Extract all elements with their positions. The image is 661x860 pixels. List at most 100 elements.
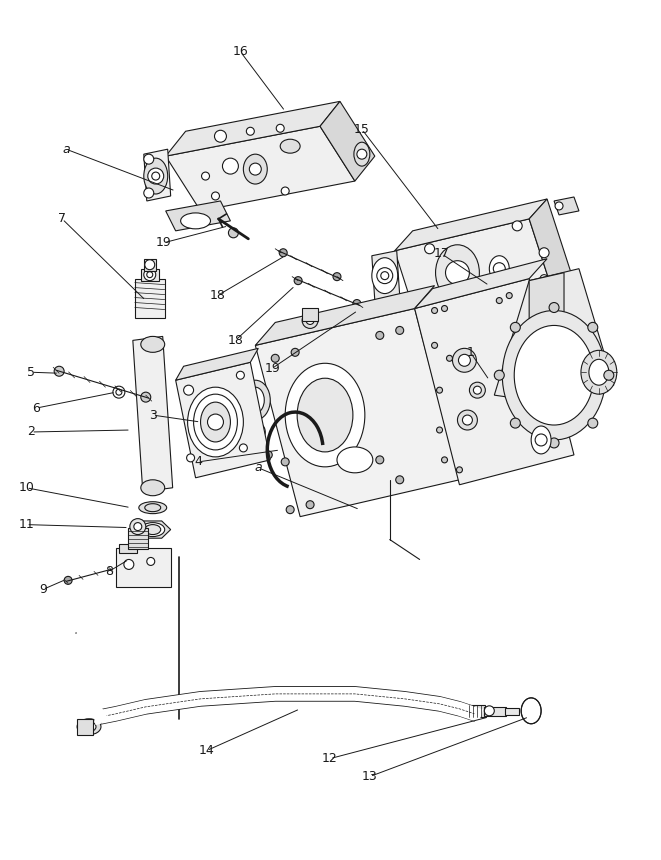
Circle shape	[473, 386, 481, 394]
Circle shape	[604, 371, 614, 380]
Text: 19: 19	[264, 362, 280, 375]
Circle shape	[113, 386, 125, 398]
Text: 17: 17	[434, 247, 449, 261]
Circle shape	[276, 125, 284, 132]
Circle shape	[237, 372, 245, 379]
Circle shape	[212, 192, 219, 200]
Ellipse shape	[141, 336, 165, 353]
Circle shape	[512, 221, 522, 230]
Circle shape	[539, 248, 549, 258]
Ellipse shape	[144, 158, 168, 194]
Circle shape	[381, 272, 389, 280]
Polygon shape	[166, 201, 231, 230]
Text: 13: 13	[362, 770, 377, 783]
Circle shape	[251, 427, 260, 437]
Circle shape	[535, 434, 547, 446]
Ellipse shape	[436, 245, 479, 300]
Circle shape	[145, 260, 155, 270]
Polygon shape	[176, 348, 258, 380]
Circle shape	[148, 168, 164, 184]
Polygon shape	[414, 279, 574, 485]
Circle shape	[247, 127, 254, 135]
Circle shape	[291, 348, 299, 356]
Bar	[77, 719, 93, 734]
Ellipse shape	[280, 139, 300, 153]
Circle shape	[186, 454, 194, 462]
Text: 8: 8	[105, 565, 113, 578]
Circle shape	[333, 273, 341, 280]
Ellipse shape	[241, 380, 270, 420]
Ellipse shape	[247, 387, 264, 413]
Circle shape	[549, 303, 559, 312]
Polygon shape	[372, 251, 400, 300]
Circle shape	[144, 154, 154, 164]
Ellipse shape	[180, 213, 210, 229]
Circle shape	[510, 418, 520, 428]
Polygon shape	[166, 126, 355, 211]
Ellipse shape	[297, 378, 353, 452]
Circle shape	[457, 410, 477, 430]
Circle shape	[152, 172, 160, 180]
Text: 19: 19	[156, 237, 172, 249]
Circle shape	[124, 560, 134, 569]
Circle shape	[294, 277, 302, 285]
Text: 2: 2	[27, 426, 35, 439]
Ellipse shape	[141, 523, 165, 537]
Text: 18: 18	[227, 334, 243, 347]
Text: 5: 5	[27, 366, 35, 378]
Polygon shape	[135, 521, 171, 538]
Text: 9: 9	[39, 583, 47, 596]
Ellipse shape	[502, 310, 606, 440]
Text: 7: 7	[58, 212, 66, 225]
Ellipse shape	[243, 154, 267, 184]
Polygon shape	[414, 259, 547, 309]
Ellipse shape	[188, 387, 243, 457]
Polygon shape	[554, 197, 579, 215]
Circle shape	[485, 706, 494, 716]
Circle shape	[459, 354, 471, 366]
Text: 15: 15	[354, 123, 369, 136]
Circle shape	[286, 506, 294, 513]
Polygon shape	[144, 149, 171, 201]
Bar	[128, 527, 148, 550]
Circle shape	[54, 366, 64, 376]
Circle shape	[202, 172, 210, 180]
Circle shape	[424, 243, 434, 254]
Circle shape	[357, 149, 367, 159]
Text: 4: 4	[194, 455, 202, 469]
Circle shape	[302, 312, 318, 329]
Bar	[141, 268, 159, 280]
Circle shape	[86, 724, 92, 730]
Bar	[485, 707, 506, 716]
Ellipse shape	[589, 359, 609, 385]
Circle shape	[396, 476, 404, 484]
Circle shape	[515, 298, 524, 306]
Circle shape	[432, 308, 438, 314]
Circle shape	[588, 418, 598, 428]
Circle shape	[457, 467, 463, 473]
Circle shape	[208, 414, 223, 430]
Text: a: a	[62, 143, 70, 156]
Circle shape	[376, 331, 384, 340]
Circle shape	[281, 187, 289, 195]
Polygon shape	[529, 273, 564, 400]
Ellipse shape	[77, 719, 101, 734]
Circle shape	[549, 438, 559, 448]
Circle shape	[446, 261, 469, 285]
Ellipse shape	[139, 501, 167, 513]
Circle shape	[555, 202, 563, 210]
Circle shape	[377, 267, 393, 284]
Circle shape	[144, 268, 156, 280]
Bar	[467, 705, 485, 716]
Text: 6: 6	[32, 402, 40, 415]
Polygon shape	[176, 362, 270, 478]
Text: 10: 10	[19, 482, 34, 494]
Circle shape	[116, 390, 122, 395]
Circle shape	[64, 576, 72, 584]
Circle shape	[442, 305, 447, 311]
Circle shape	[130, 519, 146, 535]
Bar	[505, 708, 519, 715]
Circle shape	[493, 262, 505, 274]
Circle shape	[510, 322, 520, 332]
Circle shape	[396, 327, 404, 335]
